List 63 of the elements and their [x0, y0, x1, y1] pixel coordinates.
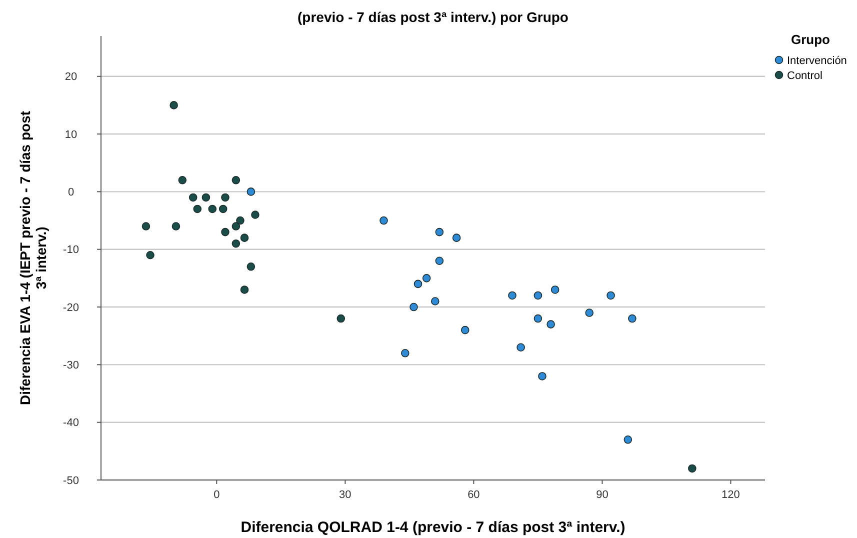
point [232, 239, 240, 248]
point [336, 314, 346, 323]
y-tick-label: 0 [68, 186, 74, 199]
point [240, 234, 249, 242]
point [422, 274, 431, 282]
y-tick-label: 20 [64, 71, 78, 84]
point [246, 188, 256, 196]
point [236, 216, 244, 225]
point [142, 222, 150, 230]
point [688, 464, 696, 473]
point [534, 314, 542, 323]
point [414, 280, 422, 288]
point [431, 297, 440, 306]
y-tick-label: -10 [63, 244, 79, 256]
point [146, 250, 154, 260]
point [170, 101, 178, 110]
point [624, 436, 632, 444]
point [585, 308, 594, 317]
point [193, 204, 202, 214]
point [546, 320, 555, 328]
y-tick-label: 10 [64, 128, 78, 141]
x-tick-label: 90 [596, 489, 608, 501]
point [208, 204, 217, 214]
point [172, 222, 180, 230]
y-axis-title: Diferencia EVA 1-4 (IEPT previo - 7 días post 3ª interv.) [17, 110, 49, 406]
legend-label: Intervención [787, 54, 847, 67]
y-tick-label: -50 [63, 474, 79, 487]
point [538, 372, 546, 380]
y-tick-label: -30 [63, 360, 79, 372]
point [508, 291, 516, 300]
x-tick-label: 30 [339, 489, 352, 501]
point [202, 193, 210, 202]
x-axis-title: Diferencia QOLRAD 1-4 (previo - 7 días post 3ª interv.) [240, 519, 626, 536]
point [380, 216, 388, 225]
point [251, 210, 260, 219]
x-tick-label: 60 [468, 489, 480, 501]
point [240, 286, 249, 294]
legend-title: Grupo [791, 32, 830, 47]
point [410, 302, 418, 312]
chart-title: (previo - 7 días post 3ª interv.) por Grupo [298, 9, 568, 25]
point [232, 176, 240, 184]
point [188, 193, 198, 202]
x-tick-label: 120 [722, 489, 740, 501]
point [606, 291, 615, 300]
point [452, 234, 461, 242]
point [460, 326, 470, 334]
y-tick-label: -20 [63, 302, 79, 314]
x-tick-label: 0 [214, 489, 220, 501]
point [221, 193, 230, 202]
point [628, 314, 636, 323]
legend-label: Control [787, 70, 822, 82]
point [178, 176, 187, 184]
point [401, 349, 410, 358]
point [221, 228, 230, 236]
point [246, 262, 256, 271]
point [435, 256, 444, 266]
point [218, 204, 228, 214]
point [550, 286, 560, 294]
point [516, 343, 525, 352]
point [232, 222, 240, 230]
point [534, 291, 542, 300]
point [435, 228, 444, 236]
y-tick-label: -40 [63, 417, 79, 430]
